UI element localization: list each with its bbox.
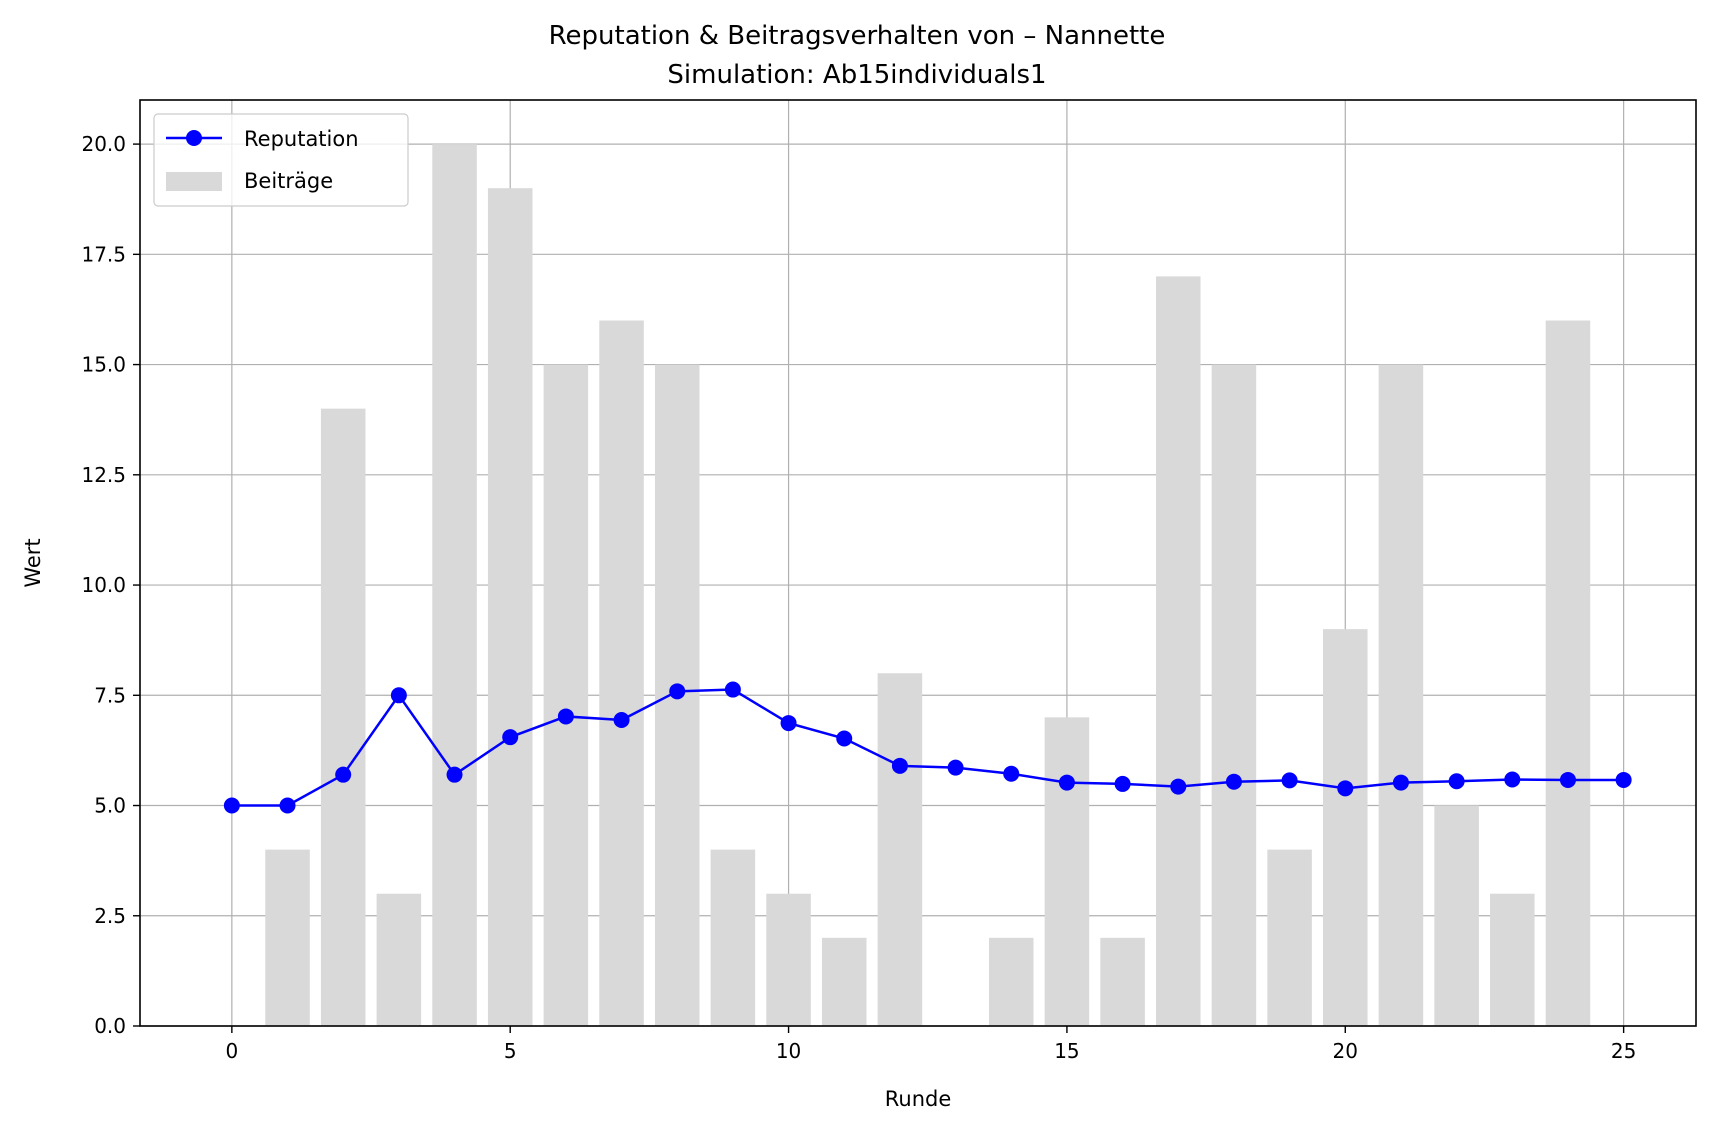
bars-beitraege: [265, 144, 1591, 1027]
point-reputation: [502, 729, 519, 746]
bar-beitraege: [487, 188, 533, 1026]
y-tick-label: 20.0: [81, 132, 126, 156]
legend: Reputation Beiträge: [153, 113, 409, 207]
point-reputation: [1559, 771, 1576, 788]
point-reputation: [1448, 773, 1465, 790]
point-reputation: [1225, 773, 1242, 790]
point-reputation: [780, 715, 797, 732]
bar-beitraege: [1267, 849, 1312, 1026]
point-reputation: [1615, 771, 1632, 788]
y-axis-label: Wert: [21, 538, 45, 587]
bar-beitraege: [599, 320, 644, 1026]
x-axis-label: Runde: [885, 1087, 952, 1111]
bar-beitraege: [1434, 805, 1479, 1026]
point-reputation: [1058, 774, 1075, 791]
point-reputation: [1504, 771, 1521, 788]
point-reputation: [836, 730, 853, 747]
chart-title: Reputation & Beitragsverhalten von – Nan…: [549, 21, 1166, 51]
x-tick-label: 10: [776, 1039, 801, 1063]
y-tick-label: 17.5: [81, 242, 126, 266]
y-axis: 0.0 2.5 5.0 7.5 10.0 12.5 15.0 17.5 20.0: [81, 132, 140, 1038]
bar-beitraege: [1211, 364, 1257, 1027]
x-tick-label: 20: [1333, 1039, 1358, 1063]
legend-label-reputation: Reputation: [244, 127, 359, 151]
bar-beitraege: [877, 673, 923, 1026]
y-tick-label: 10.0: [81, 573, 126, 597]
point-reputation: [1281, 772, 1298, 789]
bar-beitraege: [1545, 320, 1591, 1026]
plot-frame: [139, 99, 1697, 1027]
bar-beitraege: [988, 937, 1034, 1026]
point-reputation: [1392, 774, 1409, 791]
bar-beitraege: [1100, 937, 1145, 1026]
x-tick-label: 25: [1611, 1039, 1636, 1063]
point-reputation: [223, 797, 240, 814]
point-reputation: [335, 766, 352, 783]
legend-marker-swatch: [186, 130, 202, 146]
bar-beitraege: [432, 144, 477, 1027]
y-tick-label: 15.0: [81, 353, 126, 377]
bar-beitraege: [1323, 629, 1368, 1026]
x-tick-label: 0: [225, 1039, 238, 1063]
y-tick-label: 7.5: [94, 683, 126, 707]
bar-beitraege: [543, 364, 589, 1027]
point-reputation: [947, 759, 964, 776]
bar-beitraege: [1490, 893, 1535, 1026]
point-reputation: [557, 708, 574, 725]
point-reputation: [446, 766, 463, 783]
x-tick-label: 15: [1054, 1039, 1079, 1063]
x-axis: 0 5 10 15 20 25: [225, 1026, 1636, 1063]
y-tick-label: 2.5: [94, 904, 126, 928]
x-tick-label: 5: [504, 1039, 517, 1063]
y-tick-label: 0.0: [94, 1014, 126, 1038]
line-reputation: [223, 681, 1632, 814]
point-reputation: [1003, 765, 1020, 782]
y-tick-label: 12.5: [81, 463, 126, 487]
bar-beitraege: [710, 849, 756, 1026]
bar-beitraege: [1044, 717, 1090, 1026]
point-reputation: [669, 683, 686, 700]
legend-label-beitraege: Beiträge: [244, 169, 333, 193]
y-tick-label: 5.0: [94, 794, 126, 818]
bar-beitraege: [376, 893, 422, 1026]
bar-beitraege: [821, 937, 867, 1026]
bar-beitraege: [320, 408, 366, 1027]
chart-subtitle: Simulation: Ab15individuals1: [667, 60, 1046, 90]
point-reputation: [891, 757, 908, 774]
point-reputation: [724, 681, 741, 698]
bar-beitraege: [1155, 276, 1201, 1026]
point-reputation: [613, 711, 630, 728]
point-reputation: [1170, 778, 1187, 795]
legend-bar-swatch: [166, 172, 222, 191]
bar-beitraege: [265, 849, 310, 1026]
bar-beitraege: [766, 893, 811, 1026]
bar-beitraege: [1378, 364, 1424, 1027]
reputation-line-path: [231, 688, 1624, 807]
point-reputation: [1337, 780, 1354, 797]
point-reputation: [279, 797, 296, 814]
point-reputation: [390, 687, 407, 704]
grid: [140, 100, 1696, 1027]
point-reputation: [1114, 775, 1131, 792]
